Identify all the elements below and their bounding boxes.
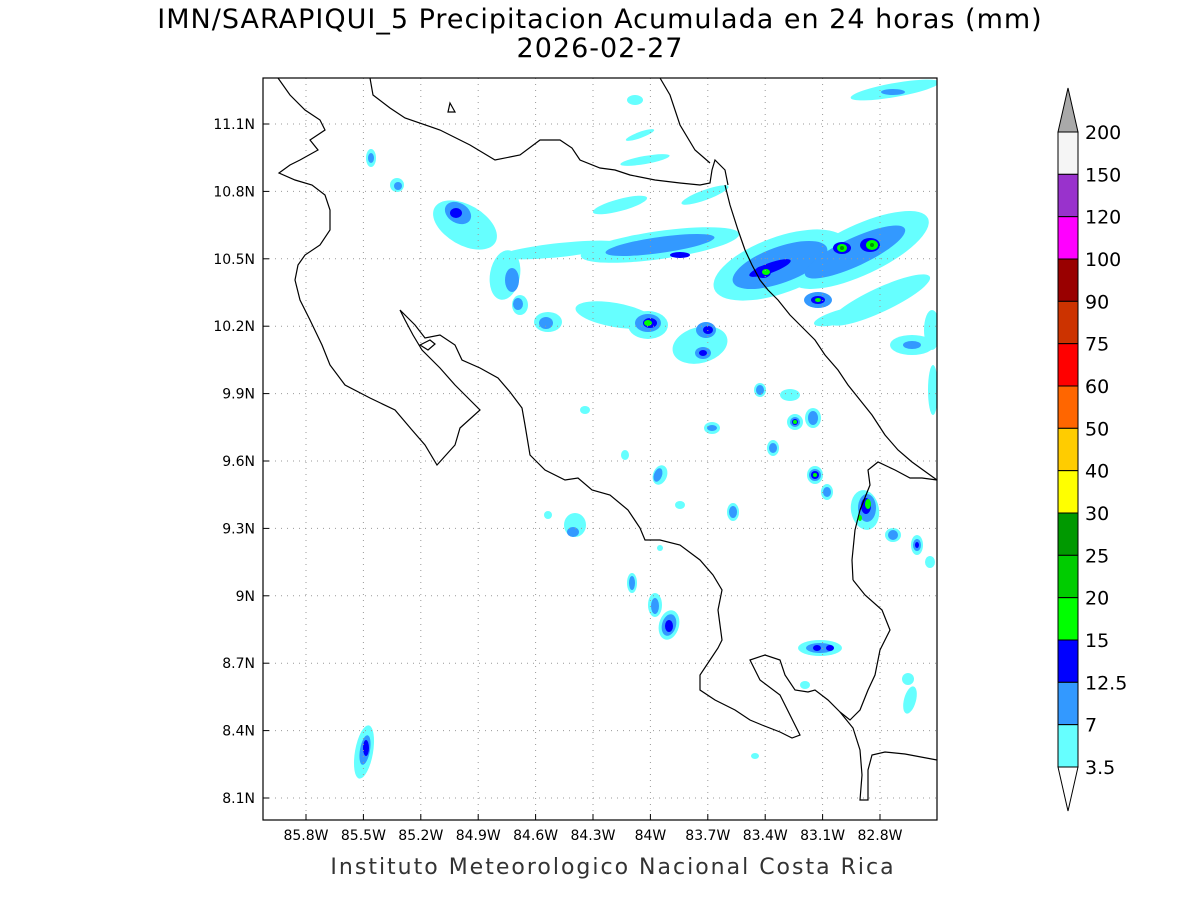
colorbar-level-label: 90	[1085, 291, 1109, 313]
lat-tick-label: 10.2N	[213, 319, 255, 335]
colorbar-level-label: 20	[1085, 588, 1109, 610]
lat-tick-label: 9.3N	[222, 521, 255, 537]
lat-tick-label: 9N	[236, 589, 255, 605]
colorbar-level-label: 7	[1085, 715, 1097, 737]
lat-tick-label: 8.1N	[222, 791, 255, 807]
lat-tick-label: 10.8N	[213, 184, 255, 200]
colorbar-level-label: 75	[1085, 334, 1109, 356]
colorbar-level-label: 60	[1085, 376, 1109, 398]
colorbar-level-label: 50	[1085, 418, 1109, 440]
colorbar-swatch	[1057, 639, 1079, 683]
colorbar-swatch	[1057, 173, 1079, 218]
colorbar-level-label: 25	[1085, 545, 1109, 567]
longitude-labels: 85.8W 85.5W 85.2W 84.9W 84.6W 84.3W 84W 83.7W 83…	[283, 814, 903, 844]
colorbar-swatch	[1057, 470, 1079, 514]
colorbar-swatch	[1057, 300, 1079, 345]
colorbar-swatch	[1057, 385, 1079, 429]
colorbar: 200 150 120 100 90 75 60 50 40 30 25 20 15 12.5 7 3.5	[1057, 87, 1127, 812]
lon-tick-label: 83.4W	[743, 828, 788, 844]
lon-tick-label: 82.8W	[857, 828, 902, 844]
lon-tick-label: 85.2W	[398, 828, 443, 844]
footer-credit: Instituto Meteorologico Nacional Costa R…	[330, 855, 896, 880]
colorbar-level-label: 150	[1085, 164, 1121, 186]
colorbar-level-label: 40	[1085, 461, 1109, 483]
colorbar-level-label: 15	[1085, 630, 1109, 652]
map-date: 2026-02-27	[516, 33, 684, 64]
colorbar-level-label: 30	[1085, 503, 1109, 525]
lon-tick-label: 85.5W	[341, 828, 386, 844]
lon-tick-label: 84W	[635, 828, 667, 844]
colorbar-swatch	[1057, 554, 1079, 599]
colorbar-swatch	[1057, 681, 1079, 726]
lon-tick-label: 84.6W	[513, 828, 558, 844]
precipitation-field	[353, 79, 937, 779]
lon-tick-label: 84.9W	[456, 828, 501, 844]
colorbar-level-label: 12.5	[1085, 672, 1127, 694]
lat-tick-label: 8.4N	[222, 724, 255, 740]
colorbar-swatch	[1057, 258, 1079, 302]
colorbar-swatch	[1057, 131, 1079, 175]
map-title: IMN/SARAPIQUI_5 Precipitacion Acumulada …	[157, 4, 1043, 35]
colorbar-level-label: 3.5	[1085, 757, 1115, 779]
lat-tick-label: 8.7N	[222, 656, 255, 672]
lat-tick-label: 10.5N	[213, 252, 255, 268]
colorbar-swatch	[1057, 427, 1079, 472]
colorbar-swatch	[1057, 216, 1079, 260]
coastlines	[277, 78, 937, 801]
lat-tick-label: 9.6N	[222, 454, 255, 470]
colorbar-level-label: 100	[1085, 249, 1121, 271]
colorbar-min-arrow	[1057, 766, 1079, 812]
graticule	[263, 78, 937, 820]
colorbar-max-arrow	[1057, 87, 1079, 133]
lon-tick-label: 83.1W	[800, 828, 845, 844]
colorbar-level-label: 120	[1085, 207, 1121, 229]
colorbar-swatch	[1057, 597, 1079, 641]
lon-tick-label: 84.3W	[570, 828, 615, 844]
latitude-labels: 11.1N 10.8N 10.5N 10.2N 9.9N 9.6N 9.3N 9N 8.7N 8.…	[213, 117, 269, 807]
colorbar-swatch	[1057, 512, 1079, 556]
map-frame	[262, 77, 938, 821]
lat-tick-label: 11.1N	[213, 117, 255, 133]
colorbar-swatch	[1057, 724, 1079, 768]
colorbar-swatch	[1057, 343, 1079, 387]
lon-tick-label: 83.7W	[685, 828, 730, 844]
lat-tick-label: 9.9N	[222, 387, 255, 403]
colorbar-level-label: 200	[1085, 122, 1121, 144]
lon-tick-label: 85.8W	[283, 828, 328, 844]
